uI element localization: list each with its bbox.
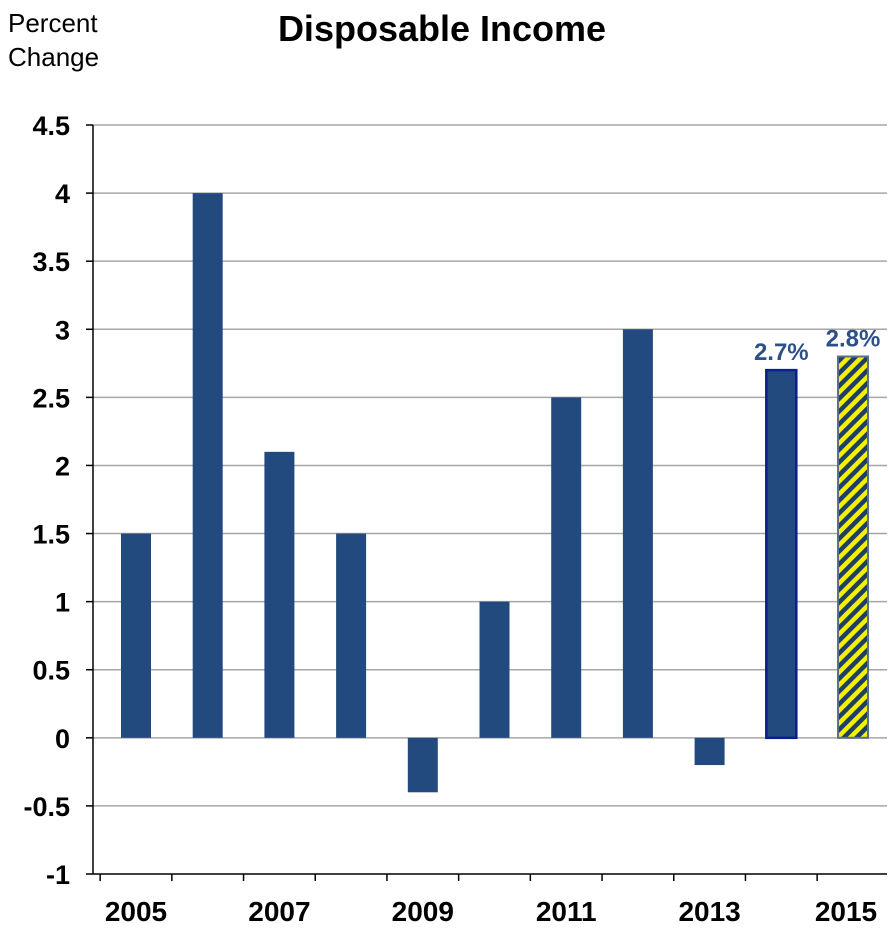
bar-2010 [479, 601, 510, 738]
y-axis-label: Percent Change [8, 6, 99, 74]
y-tick-label: 2.5 [32, 383, 70, 413]
x-tick-label: 2005 [105, 896, 167, 927]
x-tick-label: 2007 [248, 896, 310, 927]
y-tick-label: -0.5 [23, 792, 70, 822]
y-tick-label: 1 [55, 588, 70, 618]
y-tick-label: 4.5 [32, 111, 70, 141]
y-tick-label: 2 [55, 451, 70, 481]
y-tick-label: 4 [55, 179, 70, 209]
chart-title-text: Disposable Income [277, 8, 607, 49]
data-label: 2.7% [754, 339, 809, 366]
bar-2006 [192, 193, 223, 738]
bar-2009 [407, 737, 438, 793]
bar-2011 [551, 397, 582, 738]
bar-2012 [622, 329, 653, 738]
y-axis-label-line-2: Change [8, 42, 100, 72]
y-tick-label: 0.5 [32, 656, 70, 686]
y-tick-label: 1.5 [32, 520, 70, 550]
y-axis-label-line-1: Percent [8, 8, 98, 38]
bar-2007 [264, 451, 295, 738]
y-tick-label: 3 [55, 315, 70, 345]
x-tick-label: 2009 [392, 896, 454, 927]
chart-title: Disposable Income [0, 8, 888, 50]
y-tick-label: -1 [46, 860, 70, 890]
x-tick-label: 2015 [815, 896, 877, 927]
x-tick-label: 2013 [678, 896, 740, 927]
bar-2014 [765, 368, 798, 740]
bar-2005 [121, 533, 151, 738]
y-tick-label: 3.5 [32, 247, 70, 277]
y-tick-label: 0 [55, 724, 70, 754]
bar-2013 [694, 737, 725, 766]
x-tick-label: 2011 [536, 896, 597, 927]
bar-2015 [837, 355, 869, 739]
data-label: 2.8% [826, 326, 881, 353]
bar-2008 [336, 533, 367, 738]
